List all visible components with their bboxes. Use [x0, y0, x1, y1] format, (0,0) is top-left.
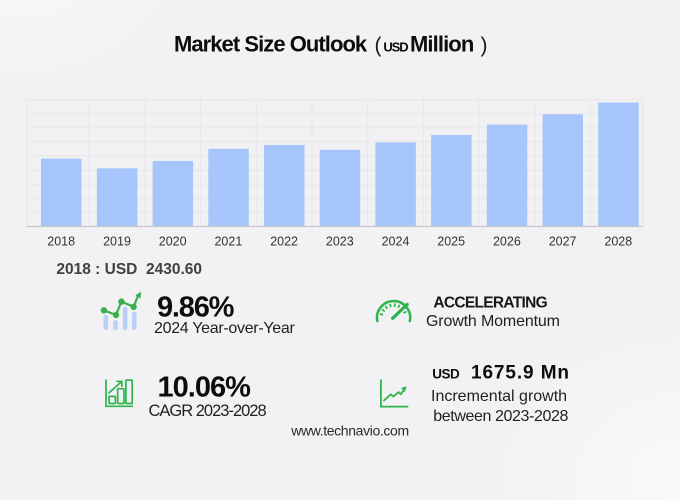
svg-text:2021: 2021	[214, 235, 242, 249]
svg-text:2018 : USD 2430.60: 2018 : USD 2430.60	[56, 261, 202, 278]
svg-text:Growth Momentum: Growth Momentum	[426, 313, 560, 330]
svg-text:1675.9 Mn: 1675.9 Mn	[471, 363, 570, 384]
svg-text:2022: 2022	[270, 235, 298, 249]
svg-text:2024: 2024	[382, 235, 410, 249]
svg-text:2028: 2028	[604, 235, 632, 249]
svg-text:2023: 2023	[326, 235, 354, 249]
svg-text:): )	[481, 34, 488, 57]
svg-text:2026: 2026	[493, 235, 521, 249]
svg-text:2018: 2018	[47, 235, 75, 249]
svg-text:10.06%: 10.06%	[158, 372, 252, 404]
svg-text:between 2023-2028: between 2023-2028	[433, 408, 568, 425]
svg-text:(: (	[375, 34, 382, 57]
svg-text:9.86%: 9.86%	[157, 292, 235, 324]
svg-text:2025: 2025	[437, 235, 465, 249]
svg-text:CAGR 2023-2028: CAGR 2023-2028	[149, 402, 267, 420]
svg-text:2027: 2027	[549, 235, 577, 249]
svg-text:Market Size Outlook: Market Size Outlook	[174, 32, 368, 57]
svg-text:2019: 2019	[103, 235, 131, 249]
svg-text:USD: USD	[383, 40, 408, 55]
svg-text:ACCELERATING: ACCELERATING	[433, 295, 547, 312]
svg-text:USD: USD	[432, 367, 460, 382]
svg-text:2024 Year-over-Year: 2024 Year-over-Year	[154, 320, 295, 337]
svg-text:2020: 2020	[159, 235, 187, 249]
svg-text:Incremental growth: Incremental growth	[431, 388, 567, 405]
svg-text:Million: Million	[410, 32, 474, 57]
svg-text:www.technavio.com: www.technavio.com	[290, 423, 409, 439]
